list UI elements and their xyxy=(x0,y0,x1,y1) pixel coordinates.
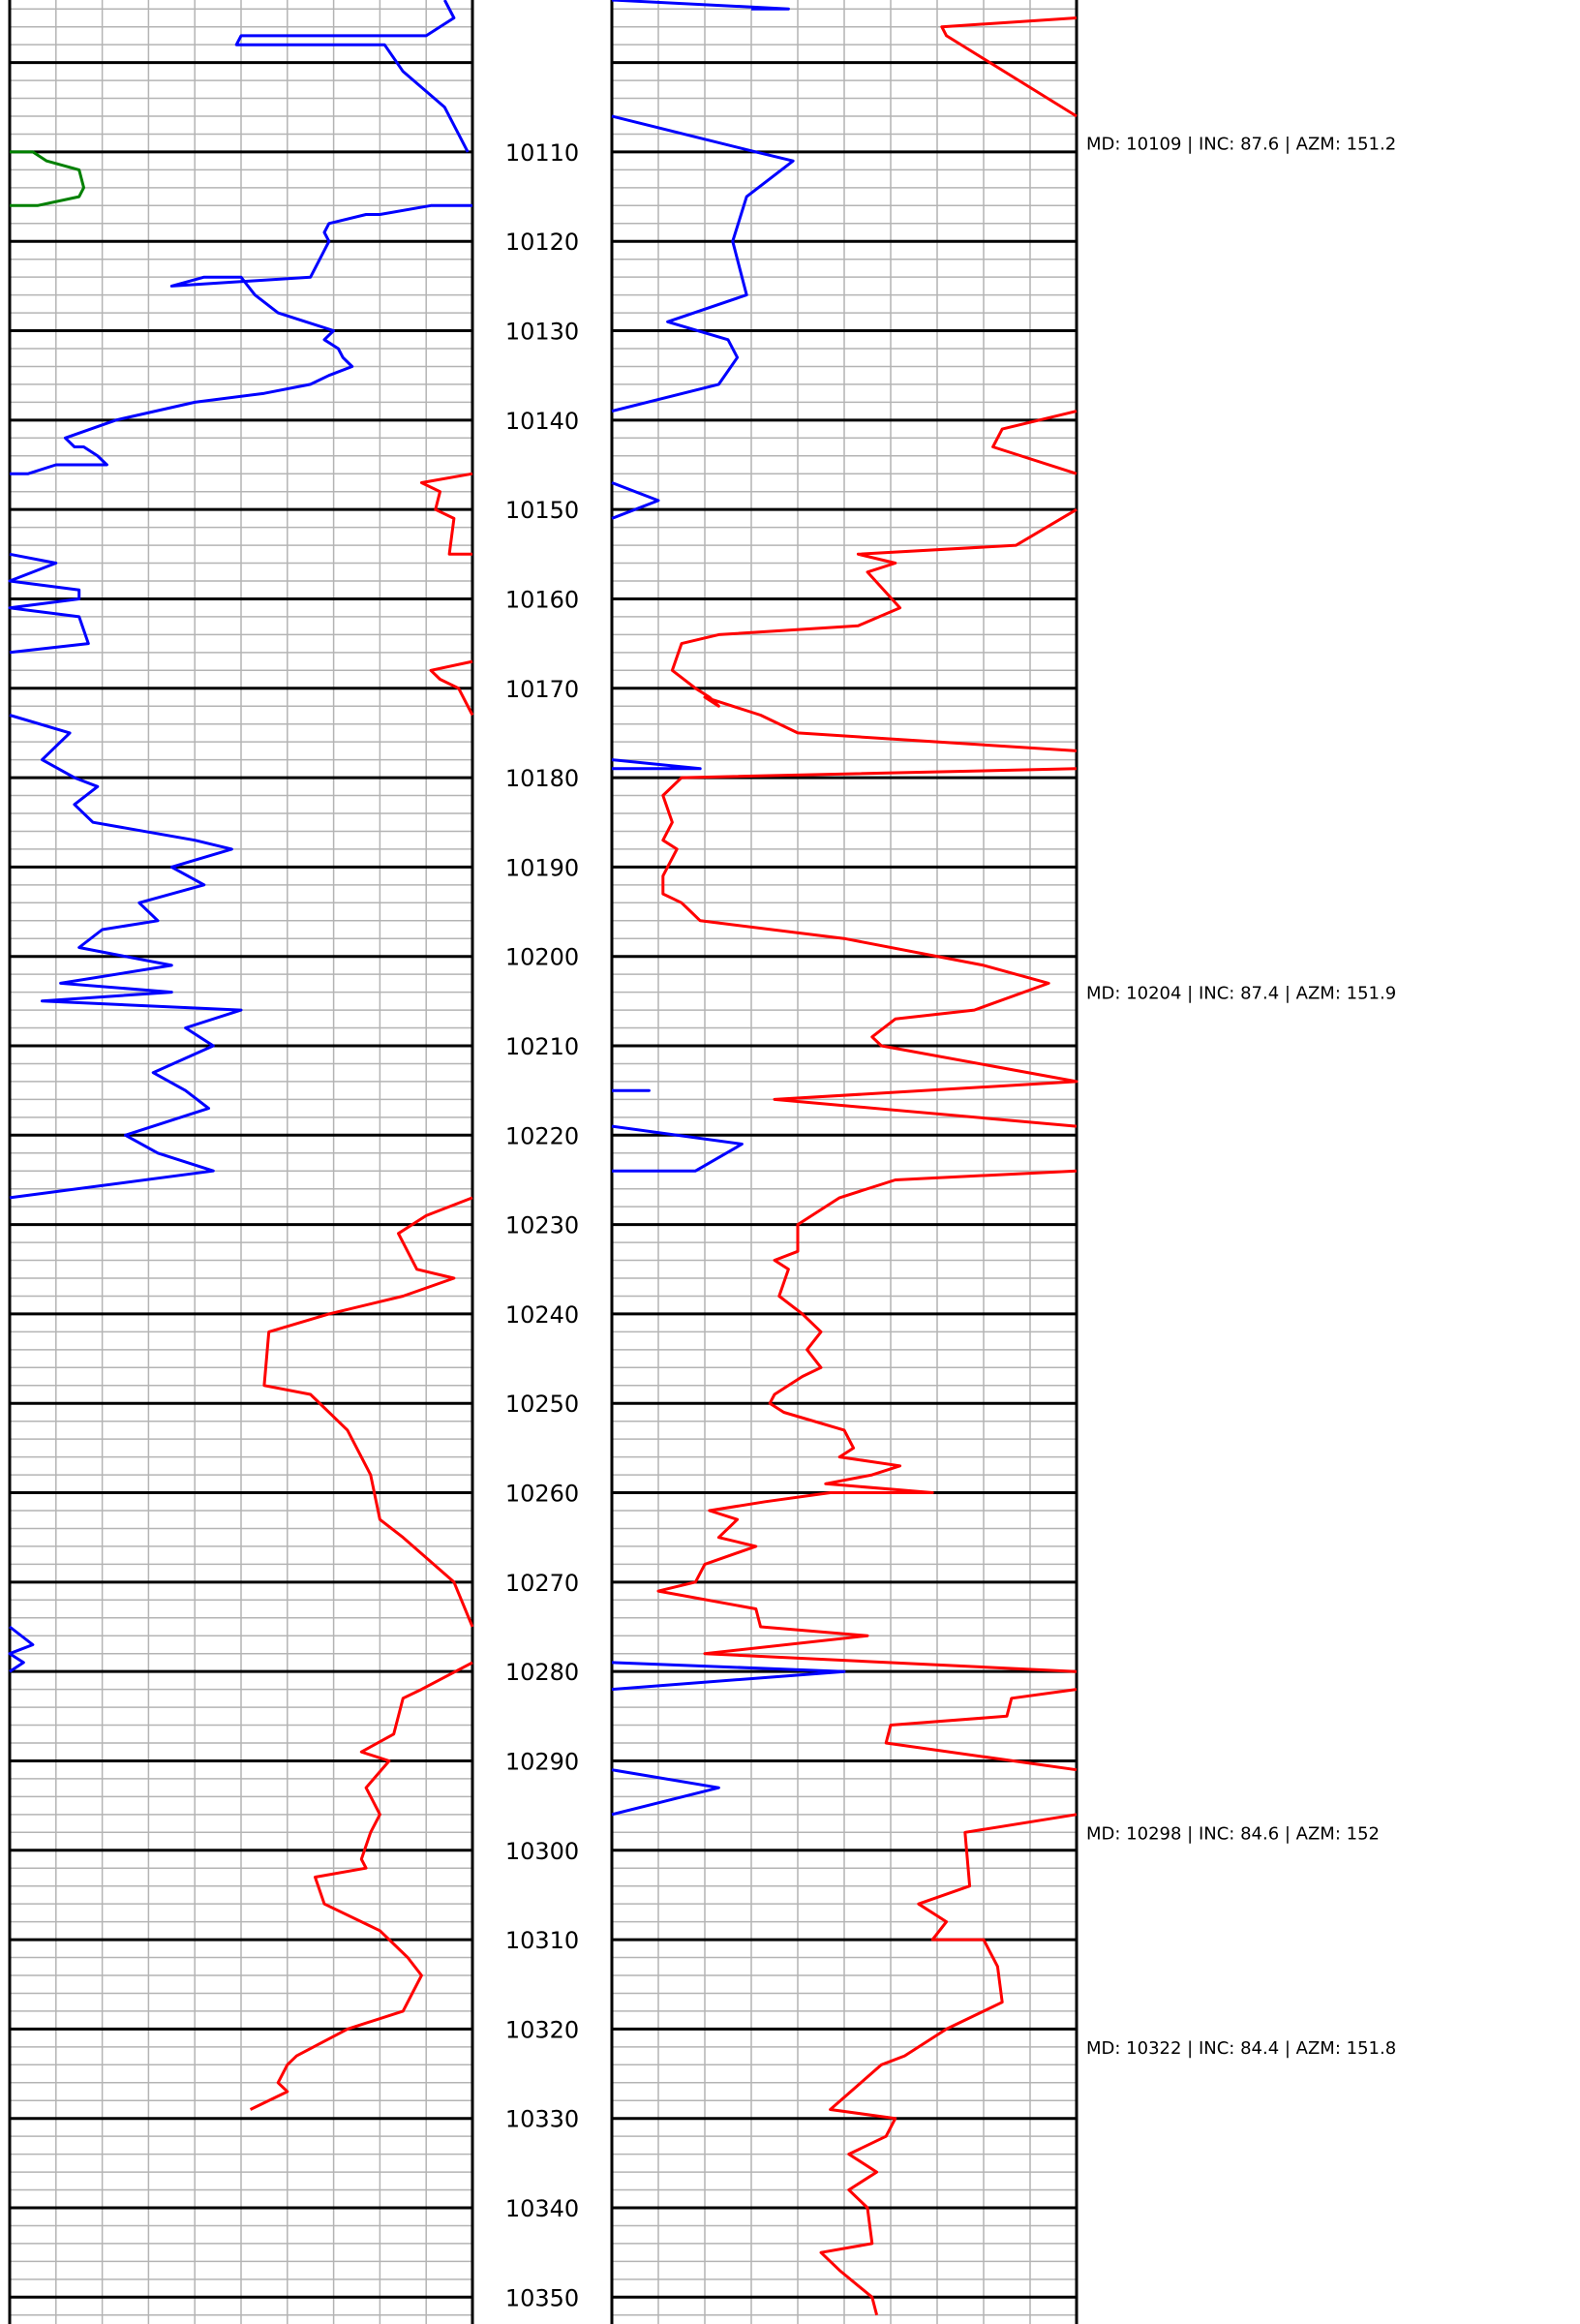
red-curve-segment xyxy=(670,507,1078,752)
depth-tick-label: 10280 xyxy=(505,1659,579,1686)
blue-curve-segment xyxy=(611,1768,720,1817)
depth-tick-label: 10160 xyxy=(505,586,579,613)
green-curve-segment xyxy=(10,150,85,207)
depth-tick-label: 10200 xyxy=(505,944,579,971)
red-curve-segment xyxy=(656,1169,1078,1673)
blue-curve-segment xyxy=(9,714,243,1200)
depth-tick-label: 10240 xyxy=(505,1301,579,1329)
red-curve-segment xyxy=(884,1688,1078,1772)
depth-tick-label: 10320 xyxy=(505,2016,579,2043)
depth-tick-label: 10150 xyxy=(505,497,579,524)
depth-tick-label: 10170 xyxy=(505,676,579,703)
depth-tick-label: 10130 xyxy=(505,319,579,346)
blue-curve-segment xyxy=(611,481,660,520)
depth-tick-label: 10270 xyxy=(505,1570,579,1597)
survey-annotations: MD: 10109 | INC: 87.6 | AZM: 151.2 MD: 10… xyxy=(1086,135,1396,2059)
blue-curve-segment xyxy=(234,0,470,153)
blue-curve-segment xyxy=(611,758,702,771)
depth-tick-label: 10180 xyxy=(505,765,579,792)
survey-annotation: MD: 10109 | INC: 87.6 | AZM: 151.2 xyxy=(1086,135,1396,155)
depth-tick-label: 10230 xyxy=(505,1212,579,1239)
depth-tick-label: 10190 xyxy=(505,854,579,881)
depth-tick-label: 10120 xyxy=(505,229,579,256)
depth-tick-label: 10260 xyxy=(505,1481,579,1508)
depth-tick-label: 10140 xyxy=(505,408,579,435)
depth-tick-label: 10350 xyxy=(505,2284,579,2311)
depth-tick-label: 10300 xyxy=(505,1838,579,1865)
blue-curve-segment xyxy=(10,203,472,475)
depth-axis-labels: 10110 10120 10130 10140 10150 10160 10170 10180… xyxy=(505,139,579,2311)
blue-curve-segment xyxy=(611,1124,744,1173)
red-curve-segment xyxy=(661,767,1079,1128)
depth-tick-label: 10340 xyxy=(505,2195,579,2222)
depth-tick-label: 10310 xyxy=(505,1927,579,1954)
blue-curve-segment xyxy=(8,1625,35,1673)
red-curve-segment xyxy=(940,16,1078,118)
survey-annotation: MD: 10322 | INC: 84.4 | AZM: 151.8 xyxy=(1086,2038,1396,2059)
survey-annotation: MD: 10204 | INC: 87.4 | AZM: 151.9 xyxy=(1086,984,1396,1004)
red-curve-segment xyxy=(429,659,474,717)
depth-tick-label: 10250 xyxy=(505,1391,579,1418)
blue-curve-segment xyxy=(611,0,790,11)
depth-tick-label: 10210 xyxy=(505,1033,579,1060)
left-track-grid xyxy=(8,0,474,2324)
blue-curve-segment xyxy=(611,1661,846,1692)
right-track-grid xyxy=(610,0,1079,2324)
depth-tick-label: 10290 xyxy=(505,1748,579,1775)
red-curve-segment xyxy=(262,1196,474,1628)
blue-curve-segment xyxy=(611,114,795,413)
depth-tick-label: 10220 xyxy=(505,1122,579,1149)
red-curve-segment xyxy=(419,472,473,556)
red-curve-segment xyxy=(991,410,1078,475)
survey-annotation: MD: 10298 | INC: 84.6 | AZM: 152 xyxy=(1086,1823,1380,1844)
red-curve-segment xyxy=(249,1661,473,2111)
left-track-curves xyxy=(8,0,474,2111)
depth-tick-label: 10330 xyxy=(505,2106,579,2133)
red-curve-segment xyxy=(819,1813,1078,2316)
right-track-curves xyxy=(611,0,1079,2316)
depth-tick-label: 10110 xyxy=(505,139,579,167)
blue-curve-segment xyxy=(8,552,90,655)
